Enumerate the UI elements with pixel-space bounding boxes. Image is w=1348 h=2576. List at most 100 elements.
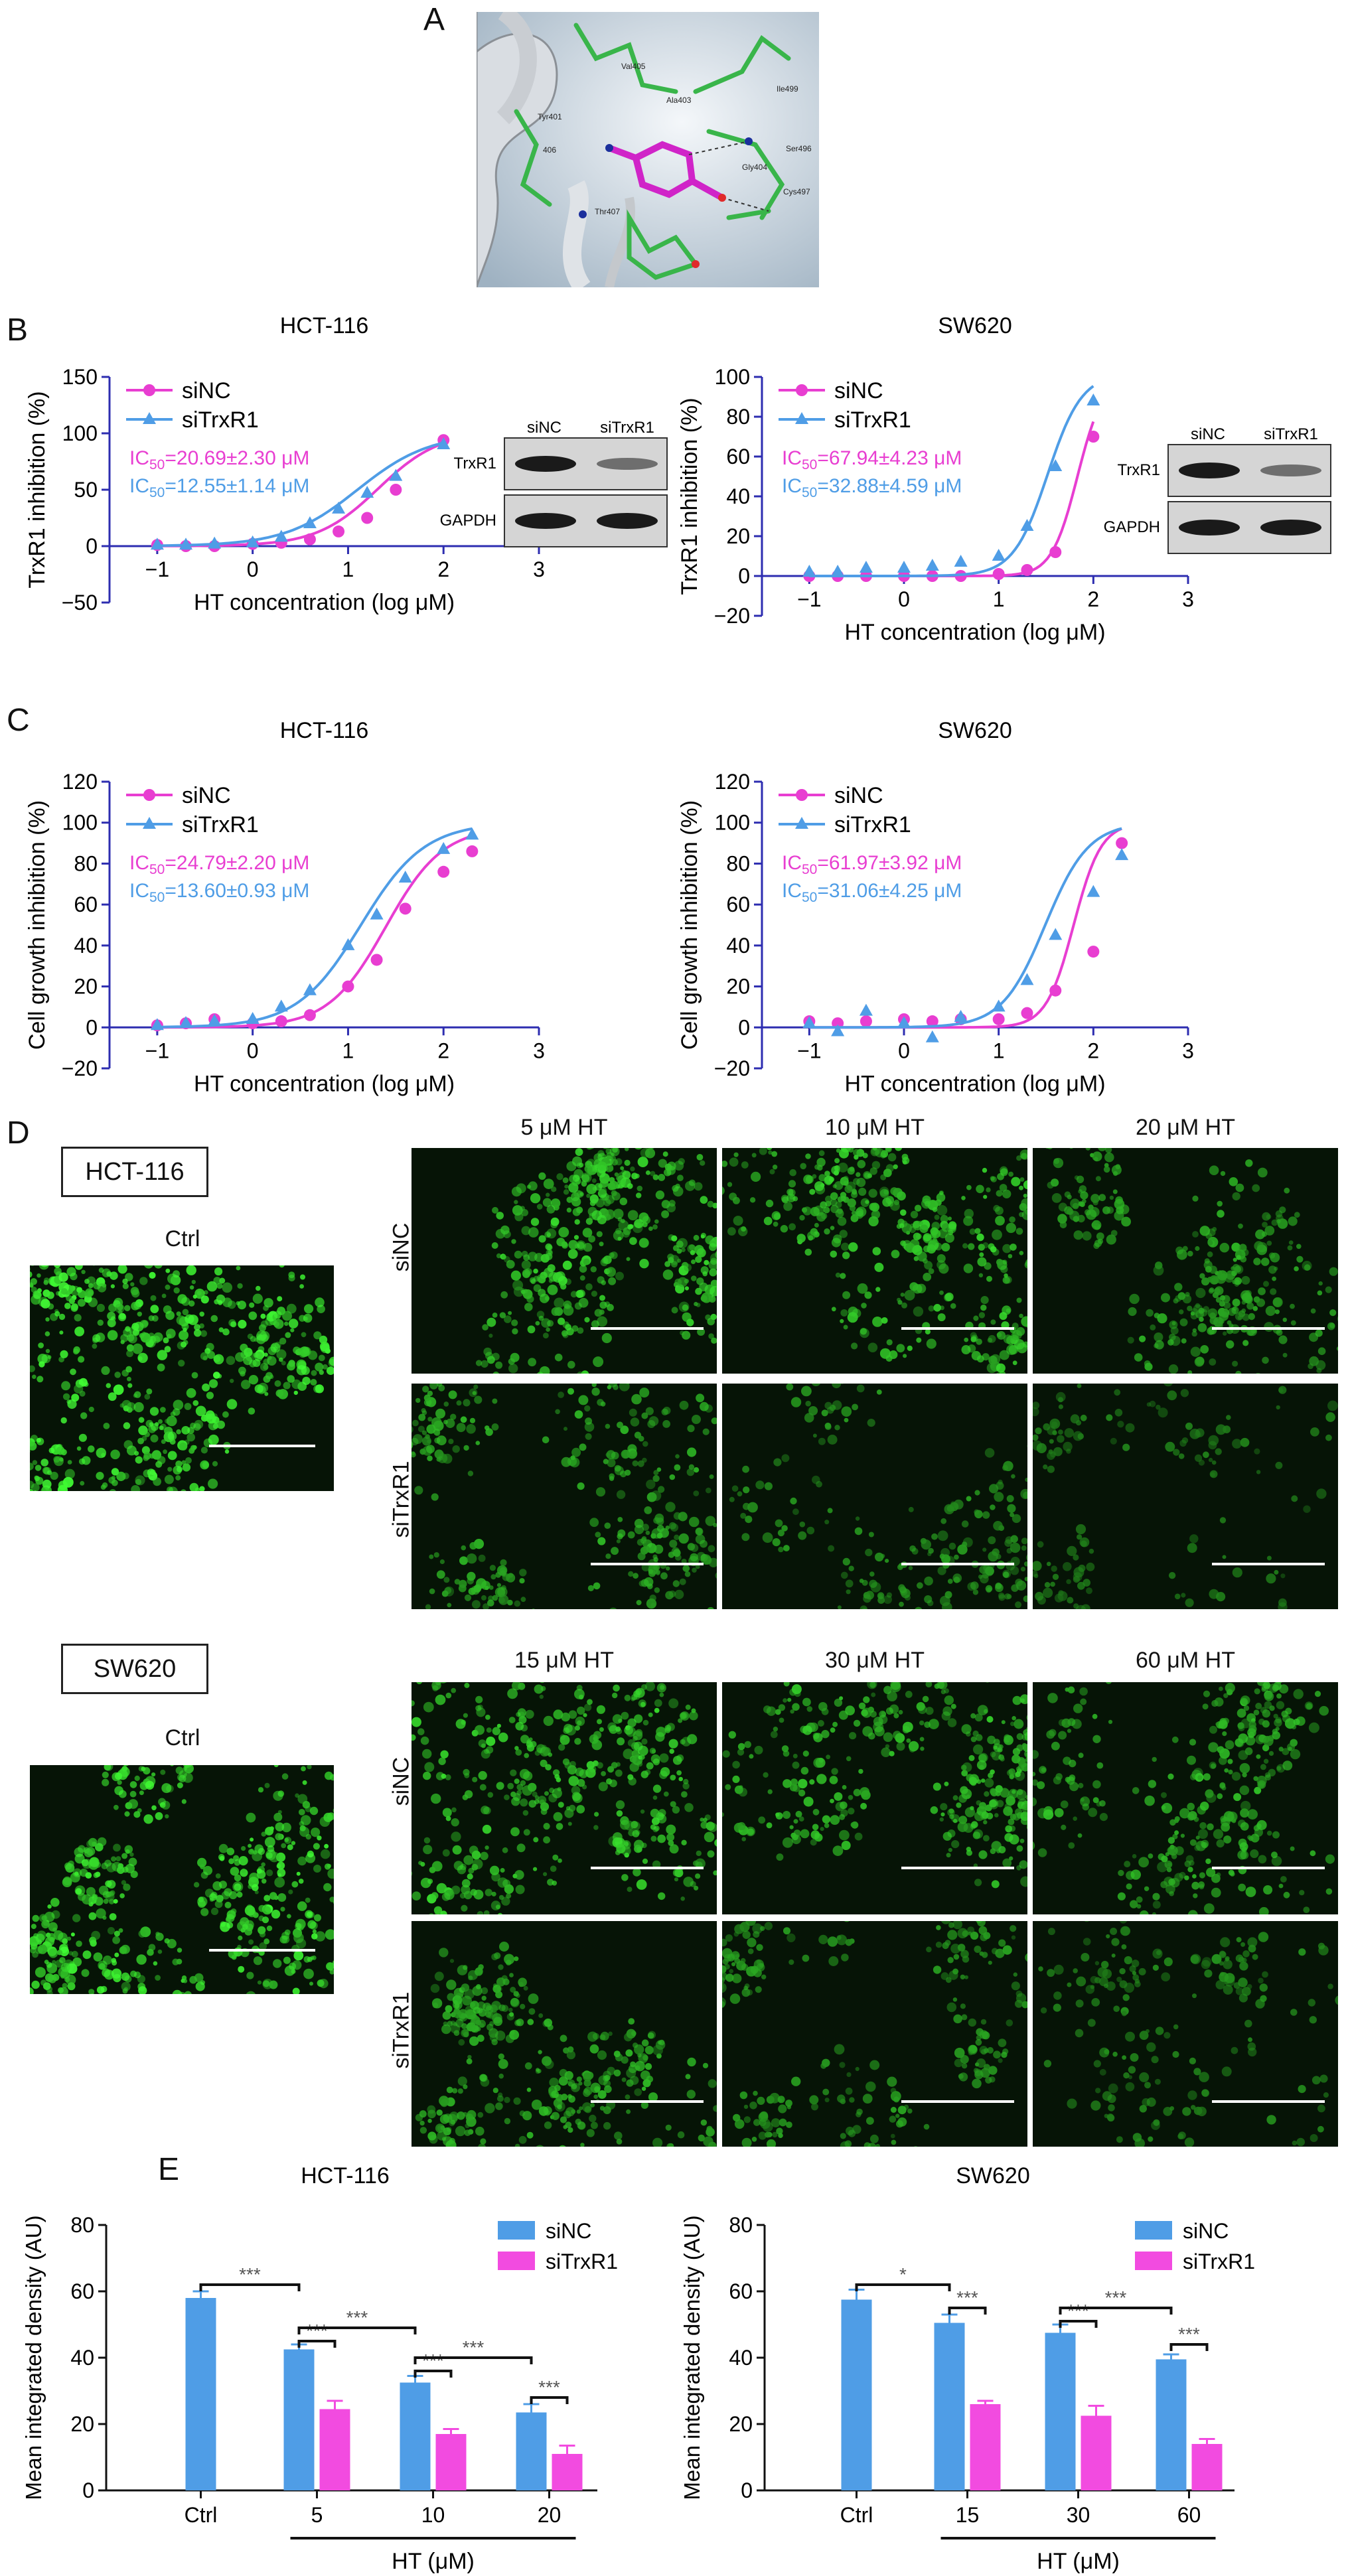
cell-speckle [1194,1454,1203,1462]
cell-speckle [1219,1311,1229,1321]
cell-speckle [554,1297,565,1309]
cell-speckle [246,1991,256,1994]
cell-speckle [1073,1816,1077,1821]
cell-speckle [266,1313,275,1322]
cell-speckle [208,1379,218,1388]
cell-speckle [846,1756,852,1762]
cell-speckle [1023,1180,1027,1190]
cell-speckle [871,1161,881,1169]
cell-speckle [1092,1220,1100,1227]
cell-speckle [244,1905,256,1916]
cell-speckle [315,1362,324,1372]
cell-speckle [841,1841,851,1850]
cell-speckle [66,1399,72,1404]
cell-speckle [691,1259,696,1264]
cell-speckle [773,1221,779,1227]
cell-speckle [591,1384,597,1388]
cell-speckle [700,1539,708,1548]
cell-speckle [478,1770,487,1780]
cell-speckle [105,1880,112,1887]
cell-speckle [805,1153,811,1159]
cell-speckle [144,1431,150,1437]
cell-speckle [182,1309,189,1316]
cell-speckle [1066,1579,1071,1585]
cell-speckle [62,1983,68,1989]
cell-speckle [1045,1148,1049,1149]
cell-speckle [1185,1292,1190,1297]
cell-speckle [500,1559,507,1566]
cell-speckle [1008,1768,1015,1776]
cell-speckle [952,1573,962,1583]
y-tick-label: 80 [729,2213,753,2237]
cell-speckle [881,1317,888,1324]
cell-speckle [460,1416,467,1423]
cell-speckle [84,1279,90,1284]
cell-speckle [526,1741,533,1748]
cell-speckle [684,1263,692,1272]
cell-speckle [442,1808,452,1818]
cell-speckle [956,1802,962,1808]
cell-speckle [775,1812,783,1820]
cell-speckle [637,1539,644,1546]
cell-speckle [661,1200,670,1209]
cell-speckle [1167,1845,1178,1856]
cell-speckle [1190,1346,1201,1357]
cell-speckle [443,1682,447,1683]
cell-speckle [706,1822,715,1831]
cell-speckle [132,1328,140,1336]
cell-speckle [579,1192,584,1196]
cell-speckle [599,1727,604,1732]
cell-speckle [540,1808,548,1816]
cell-speckle [48,1447,55,1454]
cell-speckle [854,1527,863,1536]
cell-speckle [814,1164,820,1170]
cell-speckle [978,1574,983,1579]
cell-speckle [263,1298,273,1308]
cell-speckle [431,1861,443,1872]
ic50-label: IC50=20.69±2.30 μM [129,447,309,472]
cell-speckle [1296,1244,1302,1250]
cell-speckle [511,1797,520,1806]
cell-speckle [1006,1495,1014,1502]
cell-speckle [1199,1317,1204,1322]
cell-speckle [281,1822,291,1833]
cell-speckle [230,1378,234,1384]
cell-speckle [259,1324,266,1332]
cell-speckle [674,1877,679,1882]
cell-speckle [300,1815,311,1825]
cell-speckle [1047,1465,1055,1473]
micrograph-texture [30,1765,334,1994]
cell-speckle [264,1837,275,1847]
cell-speckle [981,1811,989,1819]
data-point-sitrxr1 [1115,848,1129,861]
cell-speckle [496,1782,504,1790]
cell-speckle [986,1682,990,1683]
cell-speckle [976,1355,984,1363]
cell-speckle [711,1337,717,1344]
cell-speckle [561,1241,568,1248]
cell-speckle [30,1947,37,1954]
cell-speckle [593,1356,604,1368]
cell-speckle [1283,1891,1290,1898]
blot-band [597,513,658,529]
cell-speckle [571,1786,581,1795]
cell-speckle [1156,1404,1161,1410]
cell-speckle [652,1795,658,1800]
cell-speckle [1073,1603,1079,1609]
cell-speckle [1234,1265,1244,1274]
cell-speckle [280,1906,285,1912]
legend-swatch [498,2221,535,2240]
cell-speckle [302,1780,307,1785]
cell-speckle [1181,1437,1189,1444]
cell-speckle [323,1812,333,1822]
cell-speckle [125,1366,133,1373]
cell-speckle [1006,1547,1012,1554]
cell-speckle [1187,1543,1197,1553]
cell-speckle [612,1714,623,1724]
cell-speckle [763,1216,773,1226]
data-point-sinc [361,512,374,524]
cell-speckle [707,1607,714,1609]
cell-speckle [48,1922,58,1932]
cell-speckle [464,1790,473,1799]
cell-speckle [1025,1323,1027,1328]
